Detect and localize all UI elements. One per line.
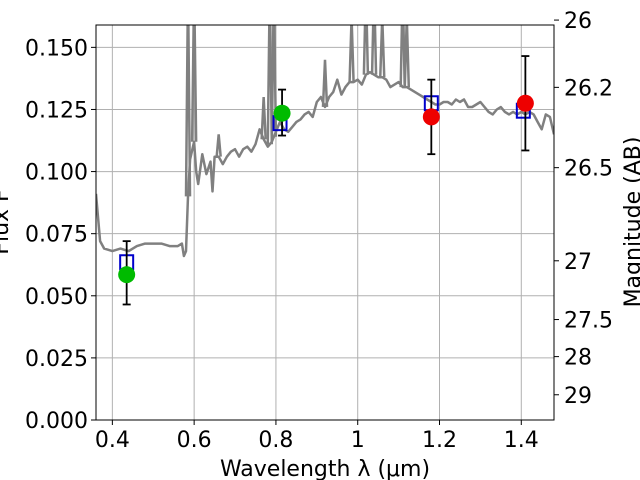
spectrum-spike xyxy=(399,25,406,88)
right-tick-label: 26.5 xyxy=(564,157,613,182)
spectrum-spike xyxy=(362,25,370,75)
spectrum-spike xyxy=(321,59,329,108)
spectrum-spike xyxy=(266,25,274,145)
x-tick-label: 1.2 xyxy=(422,428,457,453)
x-axis: 0.4 0.6 0.8 1 1.2 1.4 xyxy=(95,420,539,453)
observed-point xyxy=(118,266,136,284)
data-points xyxy=(118,55,534,306)
spectrum xyxy=(96,25,554,258)
x-tick-label: 0.6 xyxy=(177,428,212,453)
observed-point xyxy=(422,108,440,126)
y-tick-label: 0.075 xyxy=(25,223,88,248)
y-tick-label: 0.000 xyxy=(25,409,88,434)
x-axis-label: Wavelength λ (μm) xyxy=(220,457,430,480)
right-tick-label: 28 xyxy=(564,346,592,371)
spectrum-line xyxy=(96,70,554,258)
y-tick-label: 0.150 xyxy=(25,36,88,61)
observed-point xyxy=(273,104,291,122)
y-tick-label: 0.100 xyxy=(25,161,88,186)
y-tick-label: 0.025 xyxy=(25,347,88,372)
x-tick-label: 0.4 xyxy=(95,428,130,453)
right-tick-label: 27 xyxy=(564,250,592,275)
right-tick-label: 26.2 xyxy=(564,76,613,101)
y-tick-label: 0.125 xyxy=(25,98,88,123)
x-tick-label: 1.4 xyxy=(504,428,539,453)
spectrum-spike xyxy=(348,25,355,83)
right-tick-label: 29 xyxy=(564,384,592,409)
y-axis-right-label: Magnitude (AB) xyxy=(621,137,640,308)
spectrum-spike xyxy=(270,25,278,137)
spectrum-spike xyxy=(403,25,411,88)
y-axis-left-label: Flux F xyxy=(0,189,14,254)
right-tick-label: 27.5 xyxy=(564,309,613,334)
spectrum-spike xyxy=(379,25,386,78)
spectrum-spike xyxy=(215,134,222,157)
spectrum-spike xyxy=(184,25,192,197)
right-tick-label: 26 xyxy=(564,9,592,34)
spectrum-spike xyxy=(190,25,198,142)
spectrum-spike xyxy=(370,25,378,75)
y-axis-right: 26 26.2 26.5 27 27.5 28 29 xyxy=(554,9,613,409)
x-tick-label: 0.8 xyxy=(258,428,293,453)
observed-point xyxy=(516,94,534,112)
plot-frame xyxy=(95,24,555,421)
y-axis-left: 0.000 0.025 0.050 0.075 0.100 0.125 0.150 xyxy=(25,36,96,434)
y-tick-label: 0.050 xyxy=(25,285,88,310)
x-tick-label: 1 xyxy=(351,428,365,453)
spectrum-spike xyxy=(260,96,267,140)
